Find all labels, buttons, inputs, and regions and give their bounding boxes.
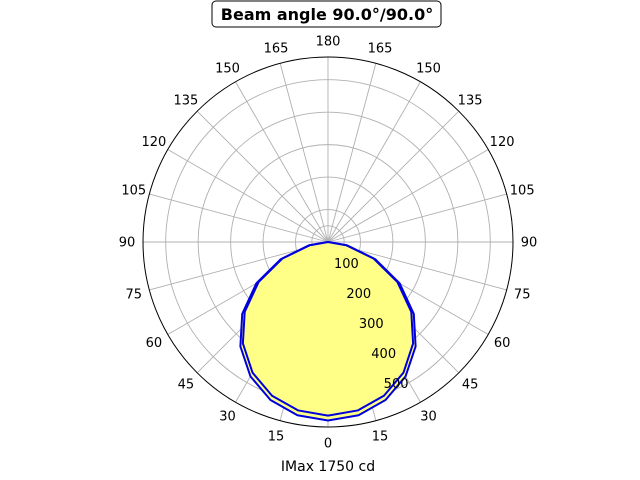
theta-tick-label: 90: [521, 236, 538, 251]
theta-tick-label: 45: [178, 378, 195, 393]
theta-tick-label: 150: [215, 61, 240, 76]
chart-title: Beam angle 90.0°/90.0°: [221, 5, 433, 24]
theta-tick-label: 45: [462, 378, 479, 393]
grid-spoke: [327, 110, 460, 243]
theta-tick-label: 0: [324, 437, 332, 452]
theta-tick-label: 75: [126, 288, 143, 303]
theta-tick-label: 165: [264, 41, 289, 56]
theta-tick-label: 15: [268, 430, 285, 445]
theta-tick-label: 135: [173, 93, 198, 108]
theta-tick-label: 105: [121, 184, 146, 199]
grid-spoke: [327, 193, 507, 243]
theta-tick-label: 120: [141, 135, 166, 150]
grid-spoke: [327, 149, 489, 243]
grid-spoke: [235, 81, 329, 243]
theta-tick-label: 165: [368, 41, 393, 56]
theta-tick-label: 75: [514, 288, 531, 303]
r-tick-labels: 100 200 300 400 500: [334, 257, 409, 392]
theta-tick-label: 30: [420, 410, 437, 425]
theta-tick-label: 105: [510, 184, 535, 199]
grid-spoke: [149, 193, 329, 243]
r-tick-label: 500: [384, 377, 409, 392]
r-tick-label: 100: [334, 257, 359, 272]
theta-tick-label: 180: [316, 35, 341, 50]
theta-tick-label: 150: [416, 61, 441, 76]
r-tick-label: 400: [371, 347, 396, 362]
x-axis-label: IMax 1750 cd: [281, 459, 375, 475]
chart-title-box: [211, 0, 442, 28]
chart-title-group: Beam angle 90.0°/90.0°: [211, 0, 442, 28]
theta-tick-label: 90: [119, 236, 136, 251]
theta-tick-labels: 0 15 30 45 60 75 90 105 120 135 150 165 180 165 150 135…: [119, 35, 538, 452]
theta-tick-label: 60: [146, 336, 163, 351]
r-tick-label: 200: [346, 287, 371, 302]
grid-spoke: [327, 81, 421, 243]
polar-outer-circle: [142, 56, 514, 428]
grid-spoke: [327, 63, 377, 243]
theta-tick-label: 15: [372, 430, 389, 445]
theta-tick-label: 30: [219, 410, 236, 425]
grid-spoke: [196, 110, 329, 243]
series-layer: [239, 241, 417, 422]
r-tick-label: 300: [359, 317, 384, 332]
series-curve-2: [241, 241, 415, 417]
theta-tick-label: 60: [494, 336, 511, 351]
theta-tick-label: 135: [458, 93, 483, 108]
polar-frame: [142, 56, 514, 428]
grid-spoke: [279, 63, 329, 243]
grid-spoke: [167, 149, 329, 243]
theta-tick-label: 120: [490, 135, 515, 150]
